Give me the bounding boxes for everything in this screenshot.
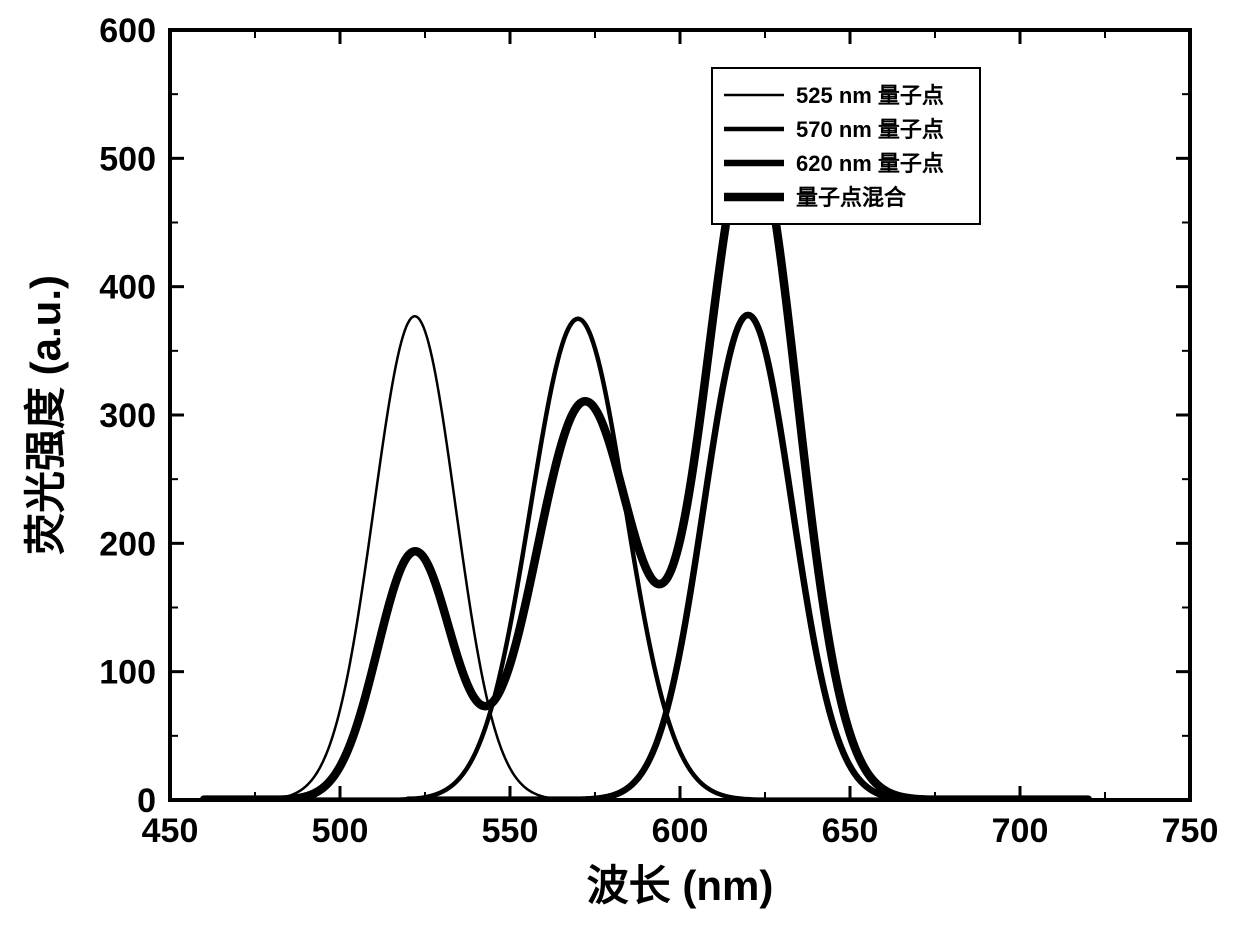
y-tick-label: 100	[99, 654, 156, 692]
legend-label: 525 nm 量子点	[796, 83, 944, 108]
x-tick-label: 500	[312, 812, 369, 850]
y-tick-label: 600	[99, 12, 156, 50]
x-tick-label: 600	[652, 812, 709, 850]
y-tick-label: 400	[99, 269, 156, 307]
y-axis-label: 荧光强度 (a.u.)	[22, 275, 69, 555]
x-tick-label: 550	[482, 812, 539, 850]
y-tick-label: 500	[99, 140, 156, 178]
legend-label: 570 nm 量子点	[796, 117, 944, 142]
legend-label: 量子点混合	[796, 185, 907, 210]
legend-label: 620 nm 量子点	[796, 151, 944, 176]
x-tick-label: 650	[822, 812, 879, 850]
x-axis-label: 波长 (nm)	[587, 862, 774, 909]
y-tick-label: 200	[99, 525, 156, 563]
y-tick-label: 300	[99, 397, 156, 435]
spectrum-chart: 4505005506006507007500100200300400500600…	[0, 0, 1240, 941]
x-tick-label: 700	[992, 812, 1049, 850]
chart-container: 4505005506006507007500100200300400500600…	[0, 0, 1240, 941]
y-tick-label: 0	[137, 782, 156, 820]
x-tick-label: 750	[1162, 812, 1219, 850]
